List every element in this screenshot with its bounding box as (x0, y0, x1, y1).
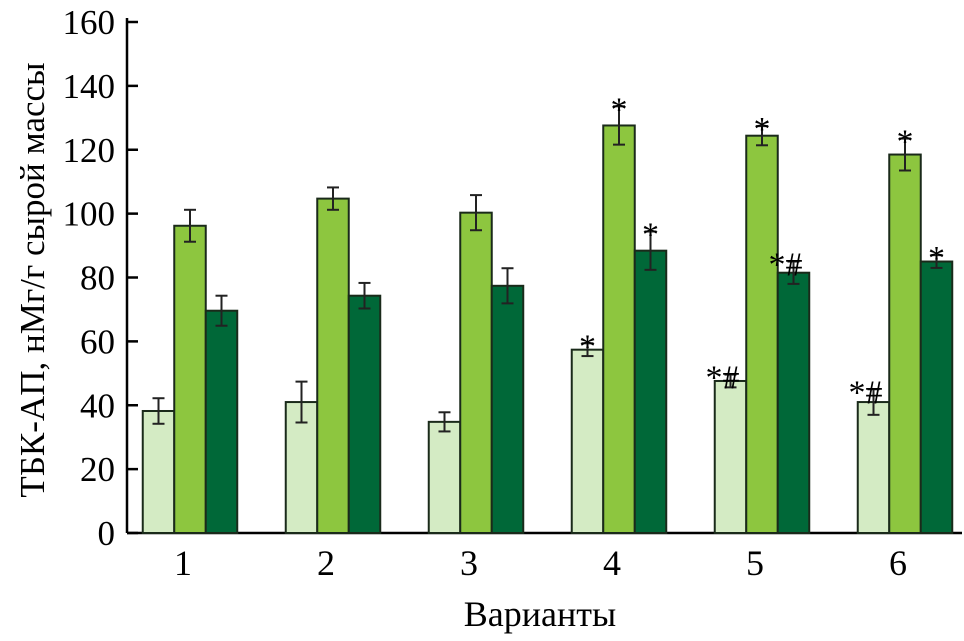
y-tick-label: 60 (80, 322, 115, 361)
bar (141, 409, 176, 534)
significance-label: *# (849, 374, 883, 411)
y-tick-label: 80 (80, 259, 115, 298)
bar (888, 153, 922, 534)
significance-label: *# (769, 247, 803, 284)
y-axis: 0 20 40 60 80 100 120 140 160 (63, 3, 138, 553)
x-tick-label: 6 (889, 543, 907, 583)
x-tick-label: 1 (174, 543, 192, 583)
bar (316, 197, 350, 534)
bars: * * * *# * *# *# * * (141, 91, 954, 535)
bar (347, 294, 382, 534)
significance-label: *# (706, 360, 740, 397)
bar (173, 224, 207, 534)
bar (602, 124, 636, 534)
y-tick-label: 100 (63, 195, 116, 234)
x-tick-label: 3 (460, 543, 478, 583)
bar (459, 211, 493, 534)
y-tick-label: 0 (98, 514, 116, 553)
x-tick-label: 4 (603, 543, 621, 583)
y-tick-label: 160 (63, 3, 116, 42)
bar (713, 379, 748, 535)
bar (427, 420, 462, 535)
y-tick-label: 40 (80, 386, 115, 425)
bar (919, 260, 954, 534)
x-tick-label: 5 (746, 543, 764, 583)
significance-label: * (928, 240, 945, 277)
x-axis-label: Варианты (464, 594, 616, 634)
x-tick-label: 2 (317, 543, 335, 583)
bar (204, 309, 239, 534)
bar (284, 401, 319, 534)
significance-label: * (611, 91, 628, 128)
x-axis: 1 2 3 4 5 6 (127, 522, 962, 583)
significance-label: * (897, 124, 914, 161)
significance-label: * (579, 328, 596, 365)
bar (776, 271, 811, 534)
significance-label: * (754, 111, 771, 148)
significance-label: * (642, 217, 659, 254)
bar (570, 348, 605, 534)
y-tick-label: 120 (63, 131, 116, 170)
bar (490, 284, 525, 534)
y-tick-label: 20 (80, 450, 115, 489)
y-tick-label: 140 (63, 67, 116, 106)
y-axis-label: ТБК-АП, нМг/г сырой массы (13, 62, 52, 497)
bar (856, 401, 891, 534)
bar (633, 249, 668, 535)
bar (745, 134, 779, 534)
